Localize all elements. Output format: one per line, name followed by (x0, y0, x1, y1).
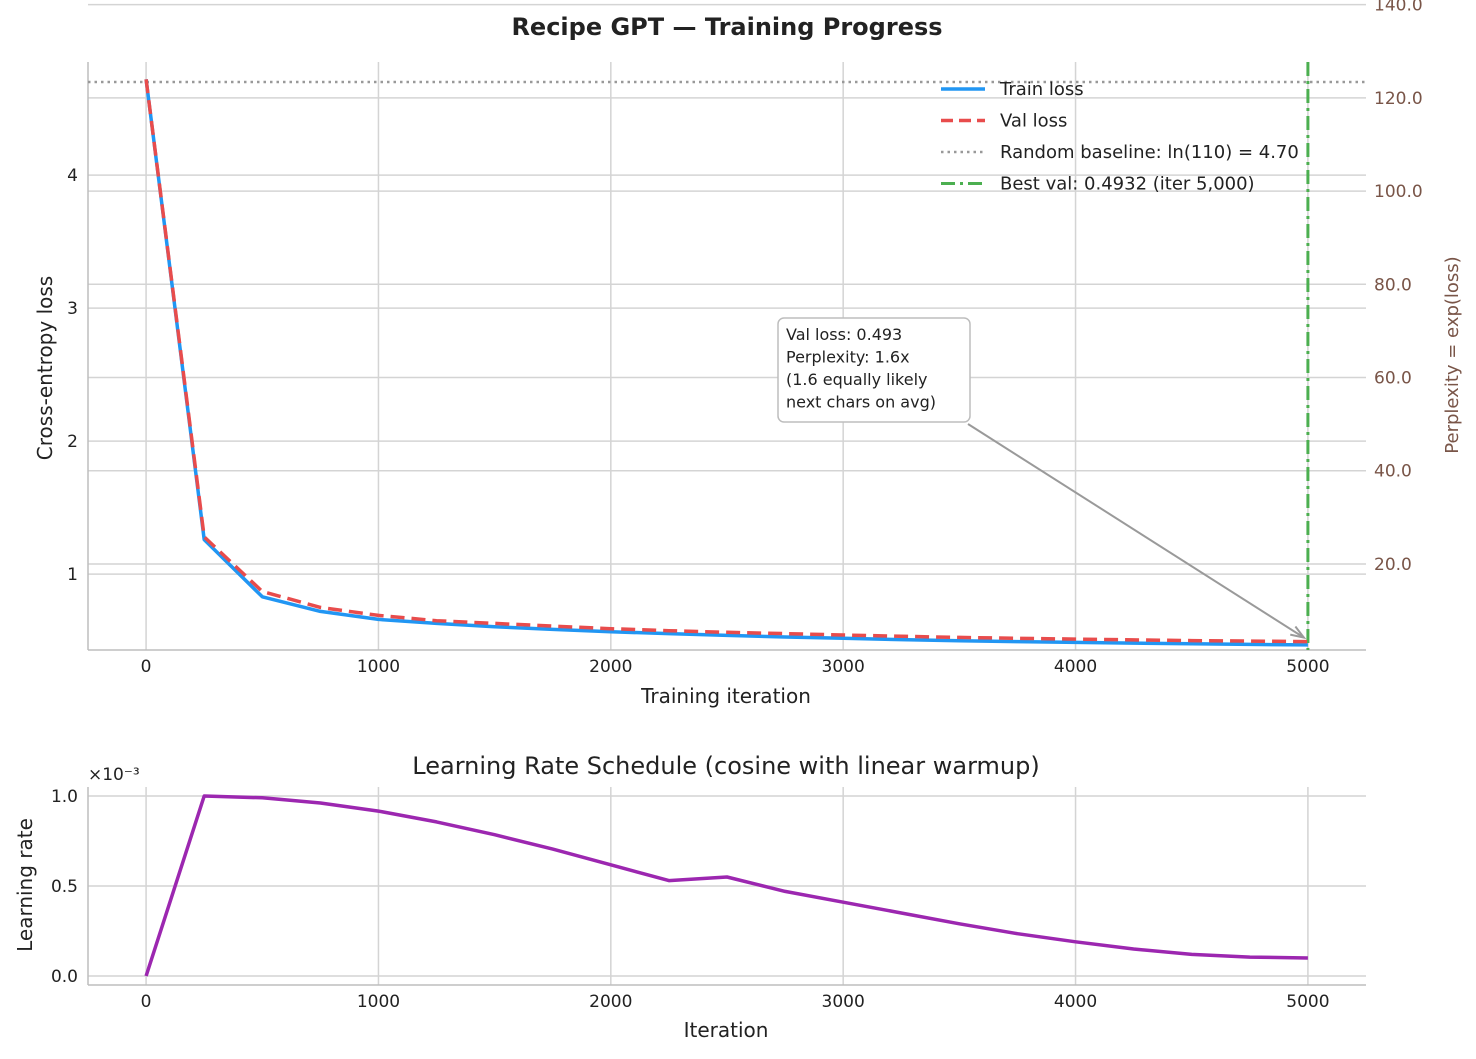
y2-tick-label: 60.0 (1374, 369, 1412, 389)
lr-chart-ticks: 0 1000 2000 3000 4000 5000 0.0 0.5 1.0 (51, 787, 1330, 1012)
x-tick-label: 3000 (822, 657, 865, 677)
legend-label: Val loss (1000, 111, 1067, 132)
lr-chart-axes (87, 787, 1366, 986)
annotation-text: next chars on avg) (786, 393, 936, 412)
loss-chart-axes (87, 62, 1366, 651)
x-tick-label: 1000 (357, 657, 400, 677)
x-tick-label: 5000 (1286, 992, 1329, 1012)
loss-chart-right-axis-label: Perplexity = exp(loss) (1442, 256, 1463, 453)
loss-chart-legend: Train loss Val loss Random baseline: ln(11… (941, 79, 1299, 195)
lr-chart-x-axis-label: Iteration (684, 1018, 769, 1042)
y-tick-label: 0.0 (51, 967, 78, 987)
legend-label: Random baseline: ln(110) = 4.70 (1000, 142, 1299, 163)
y2-tick-label: 120.0 (1374, 89, 1423, 109)
y-tick-label: 4 (67, 166, 78, 186)
loss-chart-x-axis-label: Training iteration (640, 684, 811, 708)
annotation-arrowhead (1290, 625, 1307, 640)
x-tick-label: 5000 (1286, 657, 1329, 677)
y-tick-label: 2 (67, 432, 78, 452)
x-tick-label: 0 (141, 992, 152, 1012)
x-tick-label: 4000 (1054, 657, 1097, 677)
best-val-annotation: Val loss: 0.493 Perplexity: 1.6x (1.6 equa… (777, 317, 1307, 640)
y2-tick-label: 20.0 (1374, 555, 1412, 575)
lr-chart-grid (88, 787, 1366, 985)
loss-chart: 0 1000 2000 3000 4000 5000 1 2 3 4 20.0 40.0 60.0 80.… (33, 0, 1463, 708)
annotation-text: Val loss: 0.493 (786, 325, 902, 344)
y-tick-label: 1 (67, 565, 78, 585)
lr-chart-y-axis-label: Learning rate (13, 818, 37, 952)
train-loss-line (144, 79, 1308, 647)
x-tick-label: 2000 (589, 992, 632, 1012)
x-tick-label: 3000 (822, 992, 865, 1012)
loss-chart-ticks: 0 1000 2000 3000 4000 5000 1 2 3 4 20.0 40.0 60.0 80.… (67, 0, 1423, 677)
annotation-arrow (967, 423, 1305, 639)
y-tick-label: 3 (67, 299, 78, 319)
annotation-box (777, 317, 971, 423)
loss-chart-grid (88, 3, 1366, 650)
learning-rate-line (144, 794, 1308, 977)
annotation-text: Perplexity: 1.6x (786, 348, 910, 367)
loss-chart-y-axis-label: Cross-entropy loss (33, 276, 57, 460)
x-tick-label: 4000 (1054, 992, 1097, 1012)
x-tick-label: 1000 (357, 992, 400, 1012)
lr-chart-title: Learning Rate Schedule (cosine with line… (412, 752, 1039, 780)
lr-chart: 0 1000 2000 3000 4000 5000 0.0 0.5 1.0 Learning … (13, 752, 1366, 1042)
loss-chart-series (88, 62, 1366, 650)
val-loss-line (144, 79, 1308, 644)
y2-tick-label: 80.0 (1374, 275, 1412, 295)
annotation-text: (1.6 equally likely (786, 370, 928, 389)
x-tick-label: 2000 (589, 657, 632, 677)
lr-chart-series (144, 794, 1308, 977)
figure-title: Recipe GPT — Training Progress (511, 13, 942, 41)
legend-label: Train loss (999, 79, 1084, 100)
legend-label: Best val: 0.4932 (iter 5,000) (1000, 174, 1255, 195)
y2-tick-label: 100.0 (1374, 182, 1423, 202)
y-tick-label: 0.5 (51, 877, 78, 897)
lr-chart-offset-text: ×10⁻³ (88, 765, 140, 785)
x-tick-label: 0 (141, 657, 152, 677)
y-tick-label: 1.0 (51, 787, 78, 807)
y2-tick-label: 40.0 (1374, 462, 1412, 482)
y2-tick-label: 140.0 (1374, 0, 1423, 16)
